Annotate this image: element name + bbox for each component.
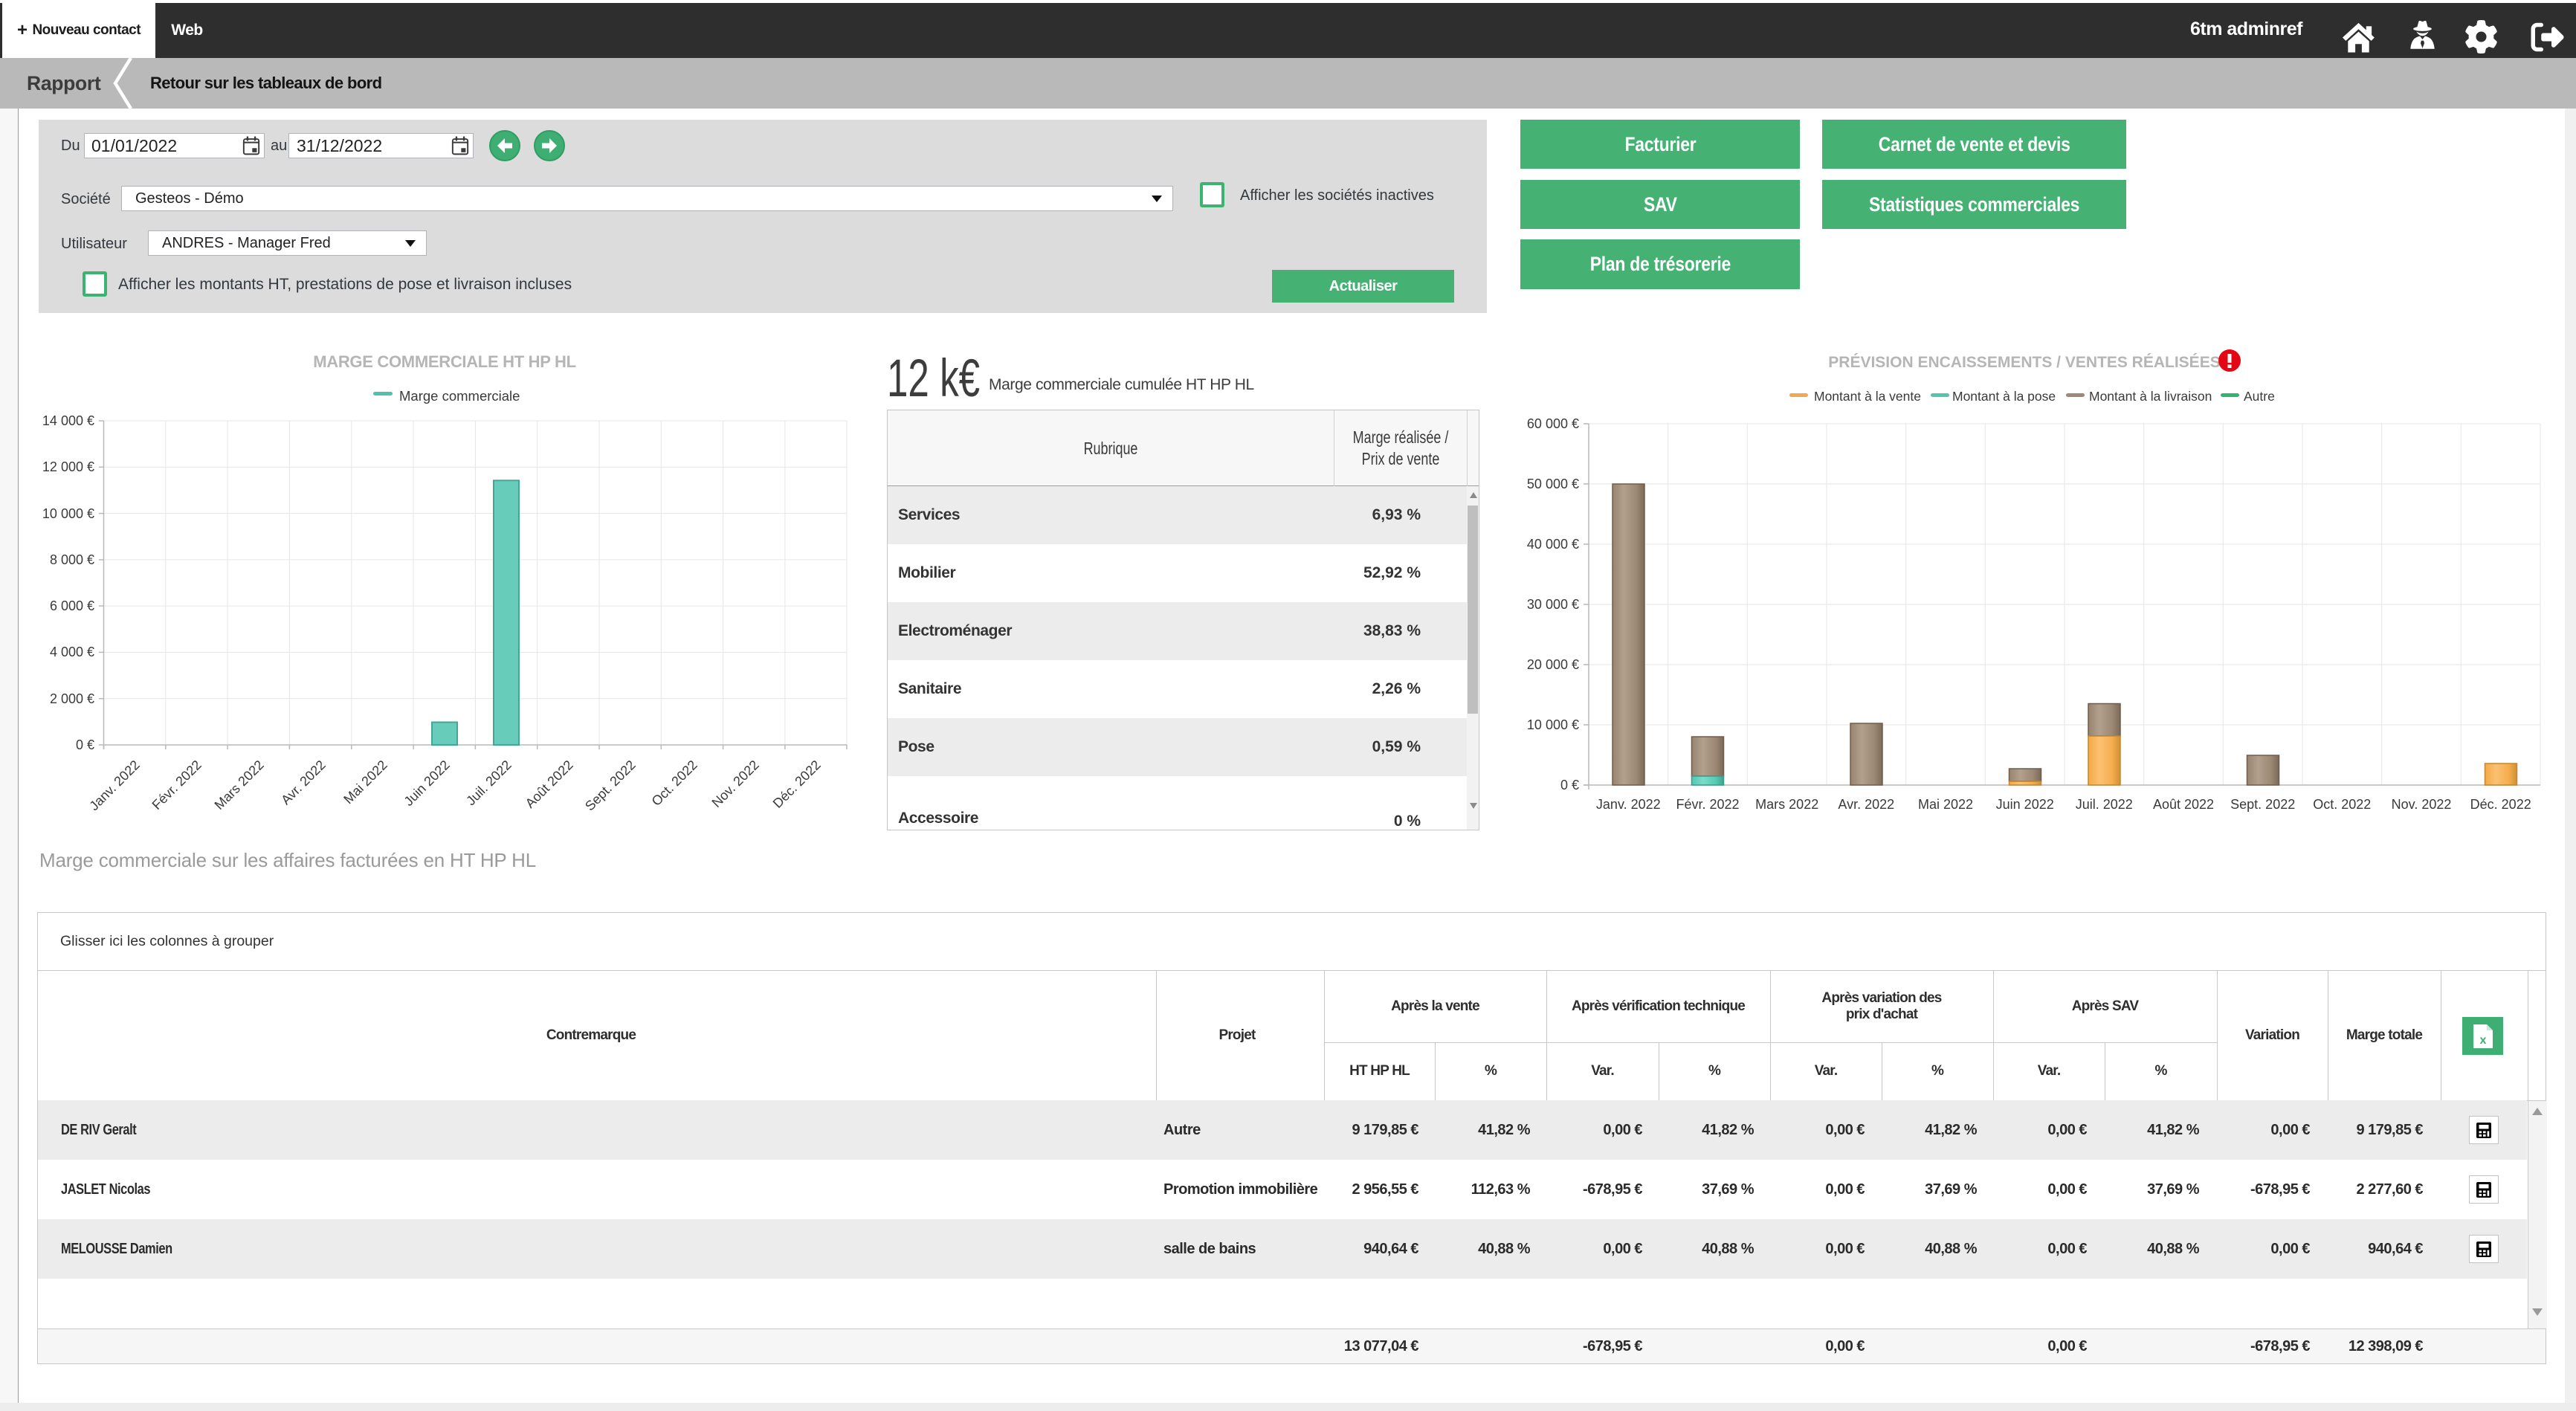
svg-text:Oct. 2022: Oct. 2022	[2313, 797, 2371, 812]
svg-text:60 000 €: 60 000 €	[1527, 416, 1579, 431]
svg-text:10 000 €: 10 000 €	[42, 506, 94, 521]
svg-text:Févr. 2022: Févr. 2022	[149, 758, 204, 813]
svg-text:Déc. 2022: Déc. 2022	[770, 758, 824, 811]
svg-text:Févr. 2022: Févr. 2022	[1676, 797, 1739, 812]
svg-text:20 000 €: 20 000 €	[1527, 657, 1579, 672]
svg-text:8 000 €: 8 000 €	[50, 552, 94, 567]
svg-text:50 000 €: 50 000 €	[1527, 477, 1579, 491]
svg-text:Mars 2022: Mars 2022	[212, 758, 267, 813]
svg-text:0 €: 0 €	[76, 737, 94, 752]
svg-text:Avr. 2022: Avr. 2022	[1838, 797, 1894, 812]
svg-text:30 000 €: 30 000 €	[1527, 597, 1579, 612]
svg-text:40 000 €: 40 000 €	[1527, 537, 1579, 552]
svg-text:Août 2022: Août 2022	[2153, 797, 2214, 812]
svg-text:Mars 2022: Mars 2022	[1755, 797, 1818, 812]
svg-text:Nov. 2022: Nov. 2022	[2392, 797, 2452, 812]
svg-text:12 000 €: 12 000 €	[42, 459, 94, 474]
svg-text:Mai 2022: Mai 2022	[340, 758, 390, 807]
svg-text:4 000 €: 4 000 €	[50, 645, 94, 659]
svg-text:Juin 2022: Juin 2022	[401, 758, 452, 809]
svg-text:Août 2022: Août 2022	[523, 758, 576, 811]
svg-text:Nov. 2022: Nov. 2022	[709, 758, 762, 810]
svg-text:Juin 2022: Juin 2022	[1996, 797, 2054, 812]
svg-text:x: x	[2479, 1034, 2486, 1047]
svg-text:2 000 €: 2 000 €	[50, 691, 94, 706]
svg-text:Juil. 2022: Juil. 2022	[463, 758, 514, 809]
svg-text:Montant à la vente: Montant à la vente	[1814, 389, 1921, 404]
svg-text:14 000 €: 14 000 €	[42, 413, 94, 428]
svg-text:Avr. 2022: Avr. 2022	[278, 758, 329, 808]
svg-text:Sept. 2022: Sept. 2022	[582, 758, 639, 814]
svg-text:Marge commerciale: Marge commerciale	[399, 388, 520, 404]
svg-text:Janv. 2022: Janv. 2022	[1596, 797, 1661, 812]
svg-text:Mai 2022: Mai 2022	[1918, 797, 1973, 812]
svg-text:PRÉVISION ENCAISSEMENTS / VENT: PRÉVISION ENCAISSEMENTS / VENTES RÉALISÉ…	[1828, 354, 2220, 371]
svg-text:6 000 €: 6 000 €	[50, 598, 94, 613]
svg-text:Janv. 2022: Janv. 2022	[86, 758, 142, 813]
svg-text:Montant à la pose: Montant à la pose	[1952, 389, 2056, 404]
svg-text:0 €: 0 €	[1560, 778, 1579, 792]
svg-text:10 000 €: 10 000 €	[1527, 717, 1579, 732]
svg-text:Sept. 2022: Sept. 2022	[2230, 797, 2295, 812]
svg-text:Oct. 2022: Oct. 2022	[648, 758, 700, 809]
svg-text:MARGE COMMERCIALE HT HP HL: MARGE COMMERCIALE HT HP HL	[313, 352, 576, 371]
svg-text:Déc. 2022: Déc. 2022	[2470, 797, 2531, 812]
svg-text:Autre: Autre	[2244, 389, 2275, 404]
svg-text:Juil. 2022: Juil. 2022	[2076, 797, 2133, 812]
svg-text:Montant à la livraison: Montant à la livraison	[2089, 389, 2212, 404]
